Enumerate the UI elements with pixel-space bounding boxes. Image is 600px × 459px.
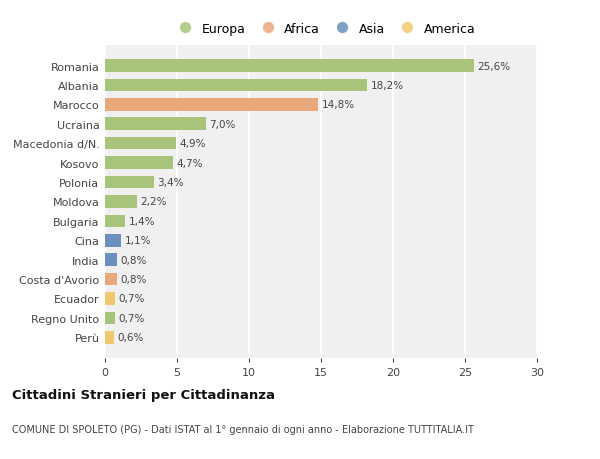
Text: 7,0%: 7,0% <box>209 119 236 129</box>
Bar <box>105 312 115 325</box>
Text: 1,4%: 1,4% <box>129 216 155 226</box>
Text: 0,8%: 0,8% <box>120 255 146 265</box>
Bar <box>105 273 116 286</box>
Text: 14,8%: 14,8% <box>322 100 355 110</box>
Text: 2,2%: 2,2% <box>140 197 167 207</box>
Text: 3,4%: 3,4% <box>158 178 184 188</box>
Bar <box>105 235 121 247</box>
Text: 0,6%: 0,6% <box>117 333 143 342</box>
Text: 0,8%: 0,8% <box>120 274 146 285</box>
Bar <box>105 176 154 189</box>
Text: 25,6%: 25,6% <box>477 62 511 71</box>
Bar <box>105 196 137 208</box>
Text: COMUNE DI SPOLETO (PG) - Dati ISTAT al 1° gennaio di ogni anno - Elaborazione TU: COMUNE DI SPOLETO (PG) - Dati ISTAT al 1… <box>12 425 474 435</box>
Bar <box>105 138 176 150</box>
Text: 0,7%: 0,7% <box>119 294 145 304</box>
Bar <box>105 215 125 228</box>
Text: 0,7%: 0,7% <box>119 313 145 323</box>
Bar <box>105 60 473 73</box>
Text: 4,9%: 4,9% <box>179 139 206 149</box>
Bar <box>105 79 367 92</box>
Bar <box>105 99 318 112</box>
Legend: Europa, Africa, Asia, America: Europa, Africa, Asia, America <box>167 18 481 41</box>
Bar <box>105 118 206 131</box>
Text: 4,7%: 4,7% <box>176 158 203 168</box>
Bar <box>105 331 113 344</box>
Text: 1,1%: 1,1% <box>124 236 151 246</box>
Bar <box>105 254 116 266</box>
Text: 18,2%: 18,2% <box>371 81 404 91</box>
Bar <box>105 157 173 169</box>
Bar <box>105 292 115 305</box>
Text: Cittadini Stranieri per Cittadinanza: Cittadini Stranieri per Cittadinanza <box>12 388 275 401</box>
